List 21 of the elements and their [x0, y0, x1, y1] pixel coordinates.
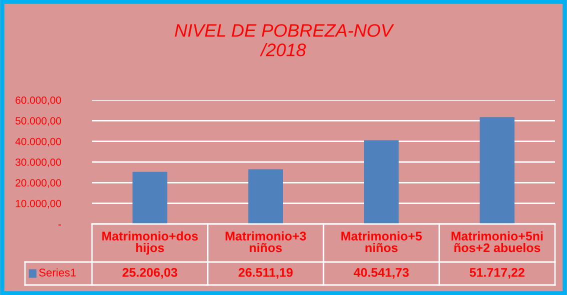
y-tick-label: 40.000,00 [15, 138, 62, 146]
bar [364, 140, 399, 224]
y-tick-label: 50.000,00 [16, 117, 62, 126]
y-tick-label: 10.000,00 [16, 200, 62, 208]
bar [480, 117, 514, 224]
data-label: 40.541,73 [354, 268, 409, 279]
data-label: 51.717,22 [470, 268, 524, 279]
data-label: 26.511,19 [238, 268, 293, 279]
x-tick-label: Matrimonio+5niños+2 abuelos [452, 231, 543, 252]
x-tick-label: Matrimonio+3 niños [226, 231, 306, 252]
y-tick-label: 30.000,00 [16, 158, 62, 168]
y-tick-label: 60.000,00 [16, 96, 62, 106]
x-tick-label: Matrimonio+5 niños [341, 231, 422, 252]
x-tick-label: Matrimonio+dos hijos [102, 231, 198, 255]
bar [132, 172, 168, 224]
data-label: 25.206,03 [122, 268, 178, 279]
bar [248, 169, 283, 224]
legend-label: Series1 [39, 268, 76, 276]
chart-title: NIVEL DE POBREZA-NOV /2018 [174, 24, 394, 56]
y-tick-label: 20.000,00 [16, 179, 62, 188]
y-tick-label: - [58, 224, 61, 226]
